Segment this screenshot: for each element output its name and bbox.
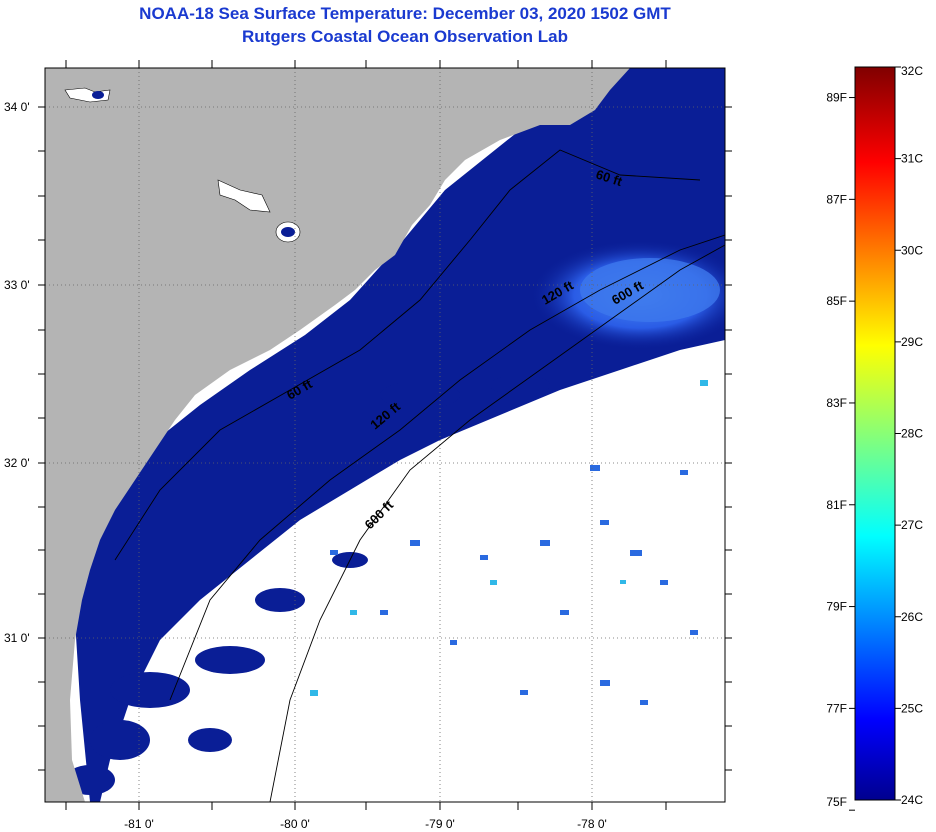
shelf-water (75, 68, 725, 802)
lake (92, 91, 104, 99)
warm-specks (330, 465, 698, 705)
colorbar-fahrenheit-label: 85F (826, 294, 847, 308)
axis-labels: 34 0' 33 0' 32 0' 31 0' -81 0' -80 0' -7… (4, 100, 607, 831)
colorbar-fahrenheit-label: 77F (826, 701, 847, 715)
colorbar-celsius-label: 32C (901, 64, 923, 78)
isobath-600ft (269, 244, 725, 802)
colorbar-celsius-label: 26C (901, 610, 923, 624)
colorbar-fahrenheit-label: 83F (826, 396, 847, 410)
graticule (45, 68, 725, 802)
colorbar-gradient (854, 66, 896, 801)
colorbar-fahrenheit-label: 75F (826, 795, 847, 809)
lon-tick-label: -78 0' (577, 817, 607, 831)
colorbar-celsius-label: 31C (901, 152, 923, 166)
lon-tick-label: -81 0' (124, 817, 154, 831)
isobath-60ft (114, 149, 701, 561)
colorbar-ticks (849, 66, 901, 811)
isobath-contours (114, 149, 725, 802)
warm-water-core (580, 258, 720, 322)
lat-tick-label: 34 0' (4, 100, 30, 114)
lon-tick-label: -79 0' (425, 817, 455, 831)
colorbar-fahrenheit-labels: 89F 87F 85F 83F 81F 79F 77F 75F (826, 91, 847, 809)
colorbar-celsius-label: 27C (901, 518, 923, 532)
colorbar-celsius-label: 29C (901, 335, 923, 349)
colorbar-fahrenheit-label: 79F (826, 600, 847, 614)
isobath-120ft (169, 234, 725, 701)
colorbar: 32C 31C 30C 29C 28C 27C 26C 25C 24C 89F 87F 85F 83F… (826, 64, 923, 811)
lat-tick-label: 32 0' (4, 456, 30, 470)
colorbar-fahrenheit-label: 87F (826, 192, 847, 206)
map-title: NOAA-18 Sea Surface Temperature: Decembe… (139, 4, 671, 23)
colorbar-celsius-label: 30C (901, 243, 923, 257)
map-frame (44, 67, 726, 803)
axis-ticks (38, 60, 732, 810)
colorbar-fahrenheit-label: 89F (826, 91, 847, 105)
lat-tick-label: 31 0' (4, 631, 30, 645)
colorbar-celsius-label: 24C (901, 793, 923, 807)
colorbar-celsius-label: 28C (901, 427, 923, 441)
land (45, 68, 630, 802)
lon-tick-label: -80 0' (280, 817, 310, 831)
colorbar-fahrenheit-label: 81F (826, 498, 847, 512)
cool-specks (310, 380, 708, 696)
lake (281, 227, 295, 237)
colorbar-celsius-label: 25C (901, 701, 923, 715)
map-subtitle: Rutgers Coastal Ocean Observation Lab (242, 27, 568, 46)
lat-tick-label: 33 0' (4, 278, 30, 292)
colorbar-celsius-labels: 32C 31C 30C 29C 28C 27C 26C 25C 24C (901, 64, 923, 807)
map-area: 60 ft 60 ft 120 ft 600 ft 120 ft 600 ft (45, 68, 725, 802)
